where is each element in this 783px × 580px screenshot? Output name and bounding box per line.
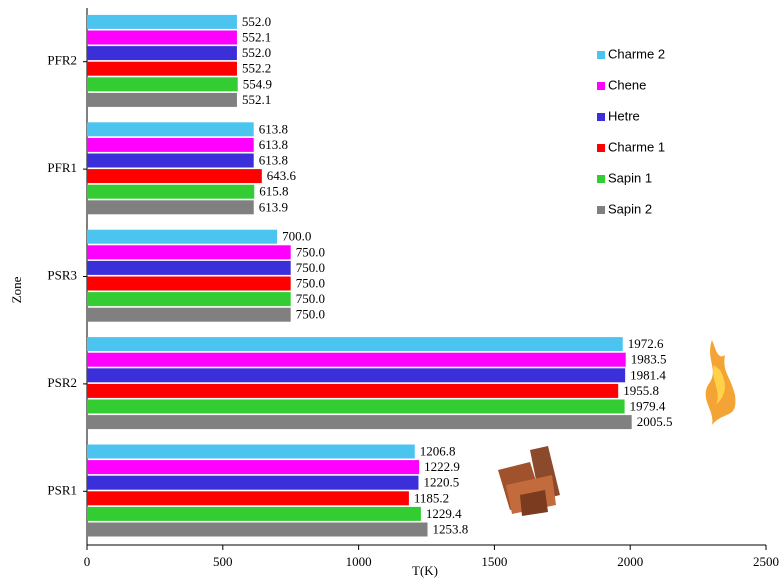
value-label: 2005.5 xyxy=(637,414,673,429)
value-label: 613.8 xyxy=(259,152,288,167)
bar xyxy=(87,14,237,29)
bar xyxy=(87,245,291,260)
legend-label: Sapin 1 xyxy=(608,170,652,185)
x-tick-label: 1000 xyxy=(346,554,372,569)
decoration-wood xyxy=(498,446,560,516)
bar xyxy=(87,184,255,199)
y-tick-label: PFR2 xyxy=(47,53,77,68)
value-label: 613.8 xyxy=(259,137,288,152)
value-label: 1220.5 xyxy=(423,475,459,490)
x-tick-label: 2500 xyxy=(753,554,779,569)
value-label: 750.0 xyxy=(296,307,325,322)
bar xyxy=(87,368,626,383)
legend-swatch xyxy=(597,206,605,214)
value-label: 750.0 xyxy=(296,244,325,259)
bar xyxy=(87,137,254,152)
y-axis-label: Zone xyxy=(9,276,24,303)
value-label: 613.8 xyxy=(259,121,288,136)
bar xyxy=(87,352,626,367)
value-label: 750.0 xyxy=(296,275,325,290)
legend-label: Chene xyxy=(608,77,646,92)
bar xyxy=(87,383,619,398)
bar xyxy=(87,307,291,322)
bar xyxy=(87,92,237,107)
bar xyxy=(87,276,291,291)
bar xyxy=(87,415,632,430)
x-tick-label: 500 xyxy=(213,554,233,569)
value-label: 643.6 xyxy=(267,168,297,183)
bar xyxy=(87,522,428,537)
legend-label: Sapin 2 xyxy=(608,201,652,216)
legend-swatch xyxy=(597,175,605,183)
x-axis-label: T(K) xyxy=(412,563,438,578)
value-label: 1222.9 xyxy=(424,459,460,474)
legend-label: Hetre xyxy=(608,108,640,123)
bar xyxy=(87,122,254,137)
legend-label: Charme 2 xyxy=(608,46,665,61)
value-label: 552.2 xyxy=(242,61,271,76)
bar xyxy=(87,153,254,168)
bar xyxy=(87,292,291,307)
value-label: 1206.8 xyxy=(420,443,456,458)
value-label: 552.1 xyxy=(242,29,271,44)
value-label: 552.1 xyxy=(242,92,271,107)
legend-swatch xyxy=(597,51,605,59)
value-label: 700.0 xyxy=(282,229,311,244)
bar xyxy=(87,399,625,414)
value-label: 615.8 xyxy=(259,184,288,199)
x-tick-label: 1500 xyxy=(481,554,507,569)
bar xyxy=(87,444,415,459)
value-label: 1972.6 xyxy=(628,336,664,351)
value-label: 1185.2 xyxy=(414,490,449,505)
bar xyxy=(87,77,238,92)
bar xyxy=(87,229,278,244)
value-label: 554.9 xyxy=(243,76,272,91)
y-tick-label: PSR3 xyxy=(47,267,77,282)
value-label: 1955.8 xyxy=(623,383,659,398)
bar xyxy=(87,46,237,61)
value-label: 750.0 xyxy=(296,260,325,275)
value-label: 1229.4 xyxy=(426,506,462,521)
legend-swatch xyxy=(597,82,605,90)
value-label: 1253.8 xyxy=(433,521,469,536)
value-label: 1979.4 xyxy=(630,398,666,413)
bar xyxy=(87,200,254,215)
value-label: 1983.5 xyxy=(631,352,667,367)
value-label: 552.0 xyxy=(242,45,271,60)
value-label: 552.0 xyxy=(242,14,271,29)
legend-swatch xyxy=(597,144,605,152)
x-tick-label: 2000 xyxy=(617,554,643,569)
legend-label: Charme 1 xyxy=(608,139,665,154)
y-tick-label: PSR1 xyxy=(47,482,77,497)
legend-swatch xyxy=(597,113,605,121)
value-label: 1981.4 xyxy=(630,367,666,382)
y-tick-label: PFR1 xyxy=(47,160,77,175)
bar xyxy=(87,169,262,184)
value-label: 613.9 xyxy=(259,199,288,214)
y-tick-label: PSR2 xyxy=(47,375,77,390)
bar xyxy=(87,30,237,45)
bar xyxy=(87,61,237,76)
bar xyxy=(87,260,291,275)
decoration-fire xyxy=(705,340,736,425)
bar xyxy=(87,475,419,490)
x-tick-label: 0 xyxy=(84,554,91,569)
bar xyxy=(87,491,409,506)
bar xyxy=(87,506,421,521)
bar xyxy=(87,460,420,475)
bar xyxy=(87,337,623,352)
value-label: 750.0 xyxy=(296,291,325,306)
